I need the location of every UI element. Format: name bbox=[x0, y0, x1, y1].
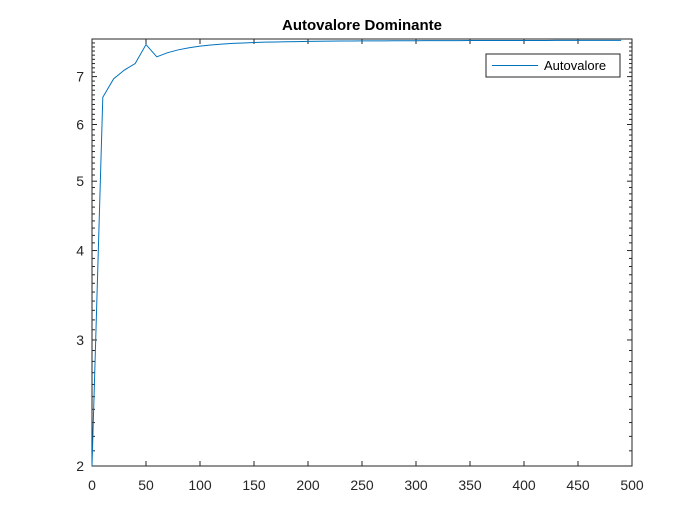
axes: 0 50 100 150 200 250 300 350 400 450 500 2 3 4 5 6 7 bbox=[76, 38, 644, 493]
x-tick-label: 300 bbox=[404, 477, 428, 493]
x-tick-label: 400 bbox=[512, 477, 536, 493]
legend-box bbox=[485, 53, 621, 78]
x-tick-label: 0 bbox=[88, 477, 96, 493]
y-tick-label: 5 bbox=[76, 173, 84, 189]
y-tick-label: 4 bbox=[76, 243, 84, 259]
x-tick-label: 150 bbox=[242, 477, 266, 493]
chart-title: Autovalore Dominante bbox=[282, 17, 442, 34]
y-tick-label: 2 bbox=[76, 458, 84, 474]
legend: Autovalore bbox=[485, 53, 621, 78]
y-tick-label: 6 bbox=[76, 117, 84, 133]
x-tick-label: 450 bbox=[566, 477, 590, 493]
series-line-autovalore bbox=[91, 39, 622, 467]
x-tick-label: 100 bbox=[188, 477, 212, 493]
legend-label-autovalore: Autovalore bbox=[544, 58, 606, 73]
x-tick-label: 350 bbox=[458, 477, 482, 493]
y-tick-label: 3 bbox=[76, 332, 84, 348]
plot-area-box bbox=[91, 38, 633, 467]
x-tick-label: 50 bbox=[138, 477, 154, 493]
y-tick-label: 7 bbox=[76, 69, 84, 85]
x-tick-label: 500 bbox=[620, 477, 644, 493]
x-tick-label: 200 bbox=[296, 477, 320, 493]
x-tick-label: 250 bbox=[350, 477, 374, 493]
series-layer bbox=[91, 39, 622, 467]
